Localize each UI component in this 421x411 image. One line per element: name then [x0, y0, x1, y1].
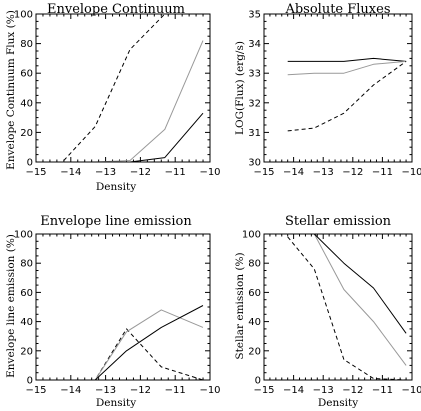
- series-line-dashed-black: [63, 13, 203, 161]
- y-tick-label: 40: [248, 317, 261, 328]
- panel-stellar-emission: Stellar emission Density Stellar emissio…: [234, 214, 421, 409]
- y-tick-label: 100: [14, 230, 33, 241]
- panel-envelope-continuum: Envelope Continuum Density Envelope Cont…: [5, 2, 221, 193]
- series-line-dashed-black: [287, 236, 407, 381]
- x-tick-label: −10: [401, 167, 421, 178]
- x-tick-label: −12: [342, 385, 363, 396]
- x-axis-label: Density: [96, 181, 136, 193]
- x-tick-label: −11: [372, 385, 393, 396]
- series-line-solid-gray: [287, 60, 407, 76]
- y-tick-label: 60: [20, 288, 33, 299]
- y-tick-label: 40: [20, 317, 33, 328]
- plot-frame: [263, 233, 413, 381]
- x-tick-label: −14: [283, 167, 304, 178]
- y-tick-label: 20: [248, 346, 261, 357]
- plot-frame: [263, 13, 413, 163]
- x-tick-label: −13: [313, 167, 334, 178]
- panel-title: Stellar emission: [285, 214, 392, 229]
- x-tick-label: −10: [199, 167, 220, 178]
- x-tick-label: −11: [165, 385, 186, 396]
- y-tick-label: 31: [248, 128, 261, 139]
- x-axis-label: Density: [318, 397, 358, 409]
- x-tick-label: −11: [165, 167, 186, 178]
- y-tick-label: 100: [242, 230, 261, 241]
- panel-title: Envelope line emission: [40, 214, 192, 229]
- plot-frame: [35, 13, 211, 163]
- x-tick-label: −12: [130, 385, 151, 396]
- x-tick-label: −11: [372, 167, 393, 178]
- series-line-dashed-black: [287, 60, 407, 132]
- x-tick-label: −14: [60, 167, 81, 178]
- y-tick-label: 20: [20, 346, 33, 357]
- series-line-solid-black: [287, 233, 407, 334]
- x-tick-label: −12: [130, 167, 151, 178]
- y-axis-label: LOG(Flux) (erg/s): [234, 41, 246, 135]
- y-axis-label: Envelope line emission (%): [5, 234, 17, 378]
- x-tick-label: −13: [95, 385, 116, 396]
- x-tick-label: −13: [313, 385, 334, 396]
- y-tick-label: 60: [248, 288, 261, 299]
- x-tick-label: −15: [253, 167, 274, 178]
- x-tick-label: −15: [25, 167, 46, 178]
- x-tick-label: −10: [401, 385, 421, 396]
- x-tick-label: −15: [253, 385, 274, 396]
- x-tick-label: −15: [25, 385, 46, 396]
- y-tick-label: 34: [248, 39, 261, 50]
- x-tick-label: −14: [60, 385, 81, 396]
- y-tick-label: 33: [248, 69, 261, 80]
- y-tick-label: 30: [248, 158, 261, 169]
- y-axis-label: Envelope Continuum Flux (%): [5, 10, 17, 170]
- y-axis-label: Stellar emission (%): [234, 252, 246, 359]
- series-line-solid-gray: [287, 233, 407, 366]
- panel-title: Absolute Fluxes: [284, 2, 390, 17]
- series-line-solid-gray: [63, 40, 204, 163]
- y-tick-label: 60: [20, 69, 33, 80]
- panel-title: Envelope Continuum: [47, 2, 185, 17]
- y-tick-label: 0: [27, 158, 33, 169]
- y-tick-label: 0: [255, 376, 261, 387]
- x-tick-label: −12: [342, 167, 363, 178]
- plot-frame: [35, 233, 211, 381]
- series-line-dashed-black: [63, 328, 204, 381]
- series-line-solid-black: [63, 112, 204, 163]
- y-tick-label: 80: [20, 259, 33, 270]
- y-tick-label: 0: [27, 376, 33, 387]
- y-tick-label: 80: [248, 259, 261, 270]
- panel-envelope-line-emission: Envelope line emission Density Envelope …: [5, 214, 221, 409]
- y-tick-label: 80: [20, 39, 33, 50]
- series-line-solid-black: [63, 305, 204, 381]
- series-line-solid-black: [287, 57, 407, 62]
- y-tick-label: 100: [14, 10, 33, 21]
- y-tick-label: 20: [20, 128, 33, 139]
- x-tick-label: −13: [95, 167, 116, 178]
- y-tick-label: 32: [248, 98, 261, 109]
- x-tick-label: −10: [199, 385, 220, 396]
- y-tick-label: 40: [20, 98, 33, 109]
- x-axis-label: Density: [96, 397, 136, 409]
- x-tick-label: −14: [283, 385, 304, 396]
- series-line-solid-gray: [63, 309, 204, 381]
- panel-absolute-fluxes: Absolute Fluxes LOG(Flux) (erg/s) −15 −14…: [234, 2, 421, 178]
- y-tick-label: 35: [248, 10, 261, 21]
